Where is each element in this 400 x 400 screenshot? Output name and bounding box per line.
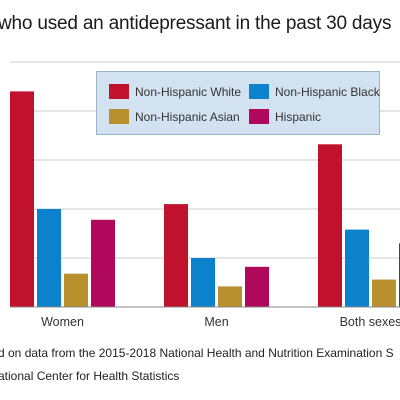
bar-men-hispanic <box>245 266 269 307</box>
legend-item-nh-white: Non-Hispanic White <box>109 84 241 99</box>
legend-swatch-nh-black <box>249 84 269 99</box>
x-tick-label-both-sexes: Both sexes <box>340 315 400 329</box>
legend-swatch-nh-asian <box>109 109 129 124</box>
legend-label-nh-black: Non-Hispanic Black <box>275 84 380 99</box>
bar-women-hispanic <box>91 219 115 307</box>
legend-item-nh-black: Non-Hispanic Black <box>249 84 380 99</box>
bar-men-non-hispanic-black <box>191 258 215 307</box>
legend-item-nh-asian: Non-Hispanic Asian <box>109 109 240 124</box>
legend-swatch-nh-white <box>109 84 129 99</box>
bar-both-sexes-non-hispanic-asian <box>372 279 396 307</box>
legend-item-hispanic: Hispanic <box>249 109 321 124</box>
bar-both-sexes-non-hispanic-black <box>345 229 369 307</box>
chart-title: who used an antidepressant in the past 3… <box>0 13 392 34</box>
legend-label-nh-asian: Non-Hispanic Asian <box>135 109 240 124</box>
source-note: d on data from the 2015-2018 National He… <box>0 346 394 360</box>
legend-swatch-hispanic <box>249 109 269 124</box>
bar-men-non-hispanic-white <box>164 204 188 307</box>
legend: Non-Hispanic White Non-Hispanic Black No… <box>96 71 380 135</box>
bar-women-non-hispanic-white <box>10 91 34 308</box>
bar-women-non-hispanic-asian <box>64 273 88 307</box>
x-tick-label-women: Women <box>41 315 84 329</box>
source-credit: ational Center for Health Statistics <box>0 369 180 383</box>
bar-women-non-hispanic-black <box>37 209 61 307</box>
legend-label-hispanic: Hispanic <box>275 109 322 124</box>
bar-men-non-hispanic-asian <box>218 286 242 307</box>
legend-label-nh-white: Non-Hispanic White <box>135 84 242 99</box>
x-tick-label-men: Men <box>204 315 228 329</box>
bars <box>10 91 400 308</box>
bar-both-sexes-non-hispanic-white <box>318 144 342 307</box>
x-tick-labels: Women Men Both sexes <box>41 315 400 329</box>
